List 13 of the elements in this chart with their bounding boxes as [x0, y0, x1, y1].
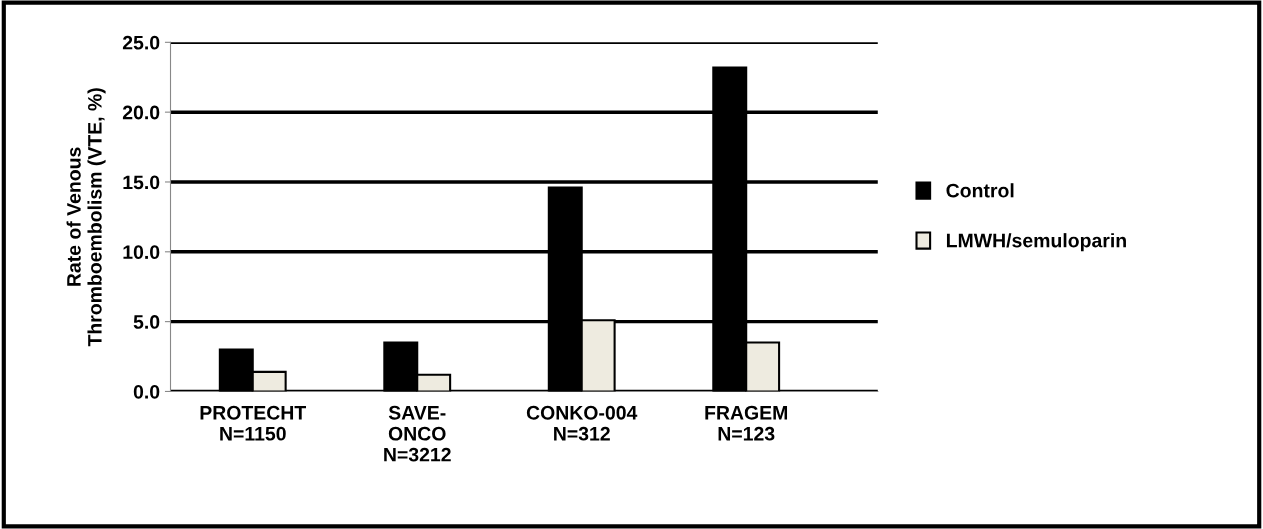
- legend-label: Control: [946, 183, 1014, 198]
- y-tick-label: 0.0: [133, 384, 160, 399]
- y-axis-title: Rate of Venous Thromboembolism (VTE, %): [66, 88, 106, 347]
- y-tick-label: 20.0: [122, 105, 160, 120]
- y-tick-label: 15.0: [123, 175, 160, 190]
- y-tick-label: 10.0: [123, 245, 160, 260]
- y-tick-label: 25.0: [122, 35, 160, 50]
- x-tick-label: CONKO-004 N=312: [526, 405, 638, 441]
- y-tick-label: 5.0: [133, 315, 160, 329]
- x-tick-label: FRAGEM N=123: [705, 405, 788, 441]
- legend-label: LMWH/semuloparin: [946, 233, 1126, 252]
- x-tick-label: PROTECHT N=1150: [200, 405, 307, 441]
- x-tick-label: SAVE- ONCO N=3212: [384, 405, 451, 462]
